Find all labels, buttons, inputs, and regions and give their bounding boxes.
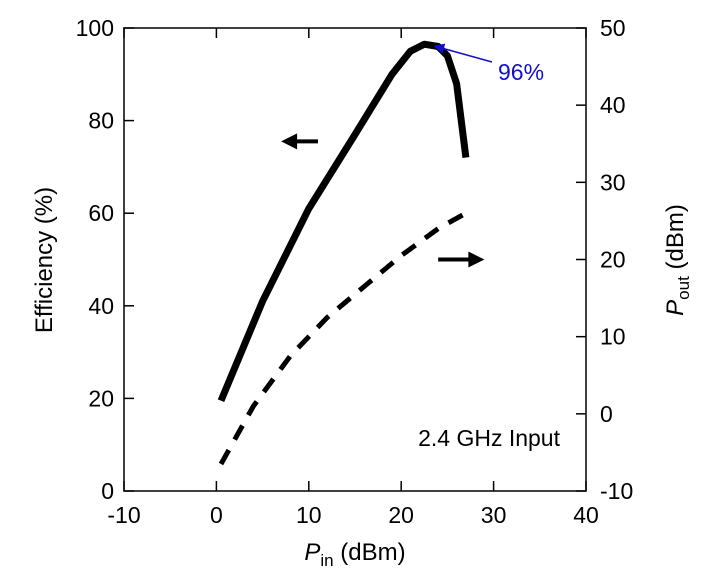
left-y-axis-label: Efficiency (%) — [31, 187, 58, 333]
right-y-tick-label: 10 — [600, 324, 626, 350]
input-frequency-label: 2.4 GHz Input — [418, 425, 561, 451]
x-tick-label: 30 — [481, 502, 507, 528]
left-y-tick-label: 40 — [88, 293, 114, 319]
right-y-tick-label: 30 — [600, 169, 626, 195]
x-axis-label-sub: in — [320, 551, 333, 570]
efficiency-series-line — [217, 40, 470, 403]
left-y-tick-label: 80 — [88, 108, 114, 134]
left-y-tick-label: 60 — [88, 200, 114, 226]
x-tick-label: 20 — [388, 502, 414, 528]
annotation-layer: 96% 2.4 GHz Input — [281, 43, 561, 451]
x-axis-label-main: P — [304, 539, 320, 566]
right-y-tick-label: 20 — [600, 247, 626, 273]
x-tick-label: 10 — [296, 502, 322, 528]
right-y-tick-label: 40 — [600, 92, 626, 118]
x-tick-label: 0 — [210, 502, 223, 528]
x-axis-ticks: -10 0 10 20 30 40 — [107, 28, 599, 528]
series-layer — [217, 40, 470, 466]
x-axis-label: Pin (dBm) — [304, 539, 405, 570]
right-y-axis-ticks: -10 0 10 20 30 40 50 — [576, 15, 633, 504]
right-y-axis-label-main: P — [662, 300, 689, 316]
right-y-tick-label: 50 — [600, 15, 626, 41]
right-y-axis-label-unit: (dBm) — [662, 204, 689, 276]
left-y-tick-label: 0 — [101, 478, 114, 504]
x-tick-label: 40 — [573, 502, 599, 528]
right-axis-arrow-head — [468, 251, 485, 268]
x-tick-label: -10 — [107, 502, 140, 528]
pout-series-line — [218, 211, 468, 466]
peak-pointer-arrow — [433, 43, 493, 63]
right-y-axis-label-sub: out — [674, 276, 693, 300]
plot-frame — [123, 27, 587, 492]
right-y-axis-label: Pout (dBm) — [662, 204, 693, 316]
left-y-tick-label: 20 — [88, 385, 114, 411]
left-y-tick-label: 100 — [76, 15, 114, 41]
left-axis-arrow-head — [281, 133, 298, 150]
right-y-tick-label: -10 — [600, 478, 633, 504]
peak-efficiency-label: 96% — [498, 59, 544, 85]
right-y-tick-label: 0 — [600, 401, 613, 427]
left-y-axis-ticks: 0 20 40 60 80 100 — [76, 15, 134, 504]
x-axis-label-unit: (dBm) — [334, 539, 406, 566]
